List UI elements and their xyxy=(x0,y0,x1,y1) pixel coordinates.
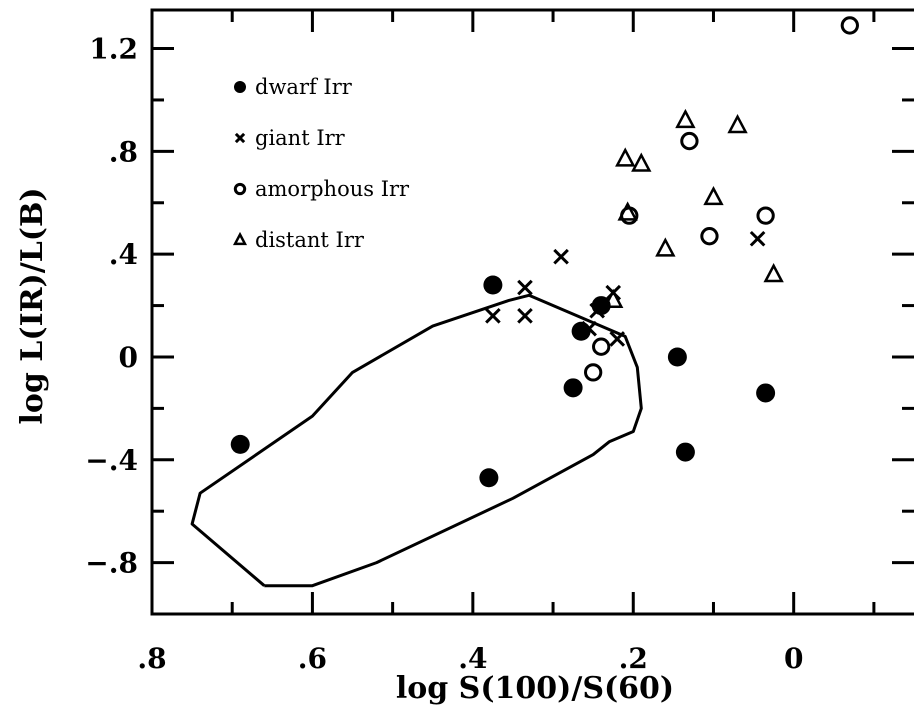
region-polygon xyxy=(190,293,643,588)
data-point xyxy=(680,131,699,151)
data-point xyxy=(553,248,569,265)
y-axis-title: log L(IR)/L(B) xyxy=(15,187,50,424)
plot-frame xyxy=(150,8,914,616)
data-point xyxy=(563,378,583,398)
data-point xyxy=(703,185,724,206)
x-tick-label: .2 xyxy=(619,642,648,675)
y-tick-label: 1.2 xyxy=(89,33,138,66)
data-point xyxy=(756,206,775,225)
series-giant-irr xyxy=(485,230,766,347)
data-point xyxy=(517,279,533,296)
data-point xyxy=(483,275,503,295)
data-point xyxy=(609,331,626,347)
data-point xyxy=(230,434,250,454)
y-tick-label: −.8 xyxy=(85,547,138,580)
data-point xyxy=(615,147,636,167)
plot-border xyxy=(150,8,914,616)
x-tick-label: .4 xyxy=(458,642,487,675)
data-point xyxy=(603,288,624,308)
legend-marker xyxy=(234,81,246,93)
y-tick-label: .4 xyxy=(109,238,138,271)
series-amorphous-irr xyxy=(584,16,859,382)
data-point xyxy=(517,308,533,324)
data-point xyxy=(592,337,611,356)
data-point xyxy=(617,201,638,221)
region-outline xyxy=(190,293,643,588)
x-axis-title: log S(100)/S(60) xyxy=(396,671,674,705)
data-point xyxy=(479,468,499,488)
data-points xyxy=(230,16,859,488)
series-distant-irr xyxy=(603,108,784,308)
data-point xyxy=(840,16,859,35)
legend-marker xyxy=(234,132,246,144)
data-point xyxy=(584,363,603,382)
data-point xyxy=(749,230,766,247)
legend-label: amorphous Irr xyxy=(255,177,410,201)
data-point xyxy=(756,383,776,403)
data-point xyxy=(667,347,687,367)
series-dwarf-irr xyxy=(230,275,776,488)
data-point xyxy=(631,152,652,172)
legend-label: dwarf Irr xyxy=(255,75,353,99)
legend-label: giant Irr xyxy=(255,126,346,150)
y-tick-label: −.4 xyxy=(85,444,138,477)
y-tick-label: 0 xyxy=(119,341,138,374)
data-point xyxy=(727,113,748,134)
data-point xyxy=(700,227,719,246)
data-point xyxy=(589,302,605,319)
data-point xyxy=(675,442,695,462)
data-point xyxy=(485,308,501,324)
data-point xyxy=(581,320,597,337)
y-tick-label: .8 xyxy=(109,135,138,168)
x-tick-label: .8 xyxy=(137,642,166,675)
axis-ticks: .8 .6 .4 .2 0 1.2 .8 .4 0 −.4 −.8 xyxy=(85,10,914,675)
data-point xyxy=(675,108,696,129)
data-point xyxy=(763,263,784,283)
data-point xyxy=(655,237,676,257)
legend-marker xyxy=(232,231,248,246)
legend-marker xyxy=(233,182,247,196)
x-tick-label: 0 xyxy=(784,642,803,675)
legend: dwarf Irr giant Irr amorphous Irr distant I… xyxy=(232,75,410,252)
legend-label: distant Irr xyxy=(255,228,365,252)
x-tick-label: .6 xyxy=(298,642,327,675)
